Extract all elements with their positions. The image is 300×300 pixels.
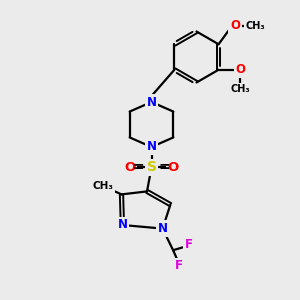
Text: CH₃: CH₃ xyxy=(92,181,113,191)
Text: O: O xyxy=(230,19,240,32)
Text: =: = xyxy=(133,160,144,174)
Text: CH₃: CH₃ xyxy=(246,21,265,31)
Text: F: F xyxy=(175,259,183,272)
Text: N: N xyxy=(158,222,168,235)
Text: O: O xyxy=(167,161,179,174)
Text: O: O xyxy=(235,63,245,76)
Text: N: N xyxy=(146,95,157,109)
Text: =: = xyxy=(159,160,170,174)
Text: N: N xyxy=(117,218,128,232)
Text: CH₃: CH₃ xyxy=(230,84,250,94)
Text: N: N xyxy=(146,140,157,154)
Text: F: F xyxy=(185,238,193,251)
Text: O: O xyxy=(124,161,136,174)
Text: S: S xyxy=(146,160,157,174)
